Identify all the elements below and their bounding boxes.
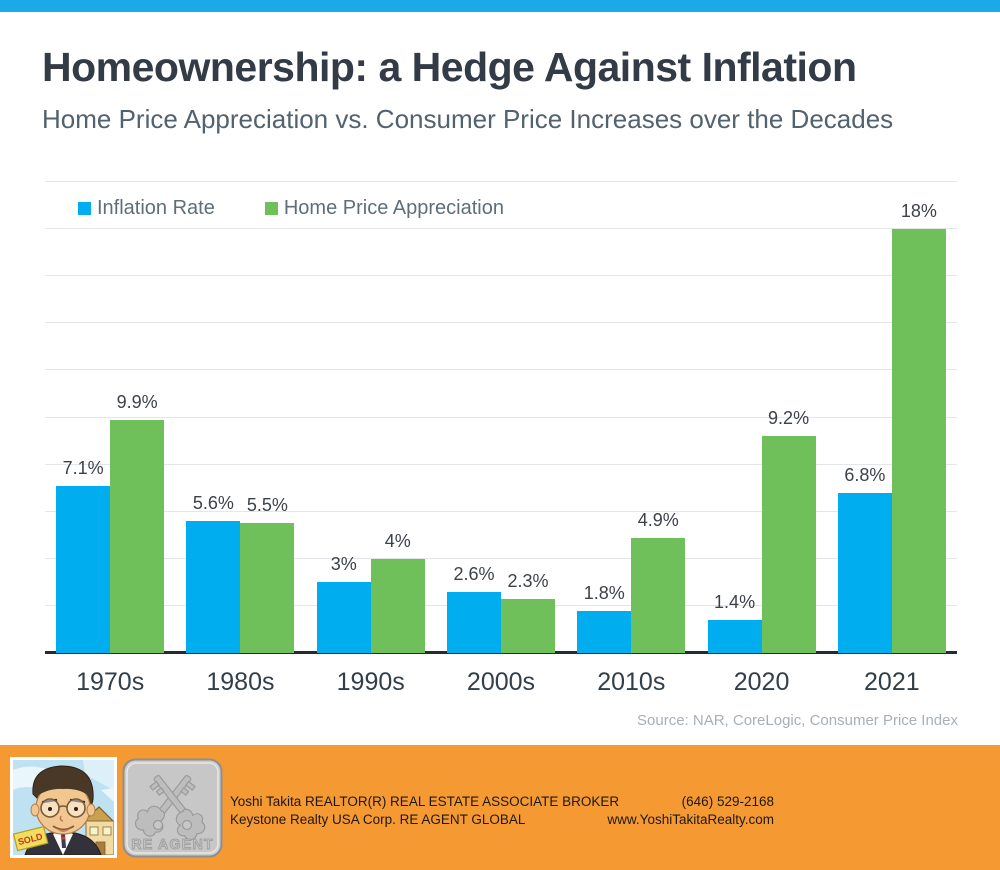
bar-inflation-rate-1970s	[56, 485, 111, 653]
x-axis-labels: 1970s 1980s 1990s 2000s 2010s 2020 2021	[45, 655, 957, 697]
legend-item-home-price-appreciation: Home Price Appreciation	[264, 197, 504, 220]
bar-value-label: 6.8%	[844, 464, 886, 485]
footer-line-2: Keystone Realty USA Corp. RE AGENT GLOBA…	[230, 811, 774, 829]
gridline	[45, 369, 957, 371]
bar-value-label: 4%	[384, 530, 411, 551]
bar-value-label: 3%	[330, 554, 357, 575]
gridline	[45, 275, 957, 277]
sold-sign-graphic: SOLD	[13, 825, 49, 852]
chart-source: Source: NAR, CoreLogic, Consumer Price I…	[637, 712, 958, 729]
footer-line-1: Yoshi Takita REALTOR(R) REAL ESTATE ASSO…	[230, 793, 774, 811]
x-axis-label-1980s: 1980s	[206, 668, 275, 696]
footer-banner: SOLD	[0, 745, 1000, 870]
gridline	[45, 510, 957, 512]
bar-value-label: 18%	[900, 201, 937, 222]
bar-value-label: 4.9%	[637, 509, 679, 530]
x-axis-label-2000s: 2000s	[466, 668, 536, 696]
agent-avatar: SOLD	[10, 757, 117, 858]
bar-home-price-appreciation-1970s	[110, 419, 165, 653]
bar-value-label: 2.3%	[507, 570, 549, 591]
footer-contact-block: Yoshi Takita REALTOR(R) REAL ESTATE ASSO…	[230, 793, 774, 829]
agent-website: www.YoshiTakitaRealty.com	[607, 812, 774, 827]
chart-plot: Inflation Rate Home Price Appreciation 7.…	[45, 181, 957, 654]
crossed-keys-icon: RE AGENT	[122, 758, 223, 858]
legend-swatch-icon	[264, 202, 278, 215]
x-axis-label-1970s: 1970s	[76, 668, 145, 696]
bar-home-price-appreciation-1990s	[370, 558, 425, 653]
legend-label: Home Price Appreciation	[283, 197, 504, 219]
legend: Inflation Rate Home Price Appreciation	[78, 197, 504, 220]
x-axis-label-1990s: 1990s	[336, 668, 405, 696]
bar-value-label: 5.5%	[246, 495, 288, 516]
legend-item-inflation-rate: Inflation Rate	[78, 197, 215, 220]
bar-inflation-rate-1990s	[316, 582, 371, 653]
gridline	[45, 463, 957, 465]
gridline	[45, 557, 957, 559]
bar-value-label: 9.2%	[768, 408, 810, 429]
x-axis-label-2021: 2021	[864, 668, 920, 696]
bar-inflation-rate-2000s	[447, 591, 501, 653]
house-graphic	[81, 806, 114, 855]
re-agent-logo: RE AGENT	[122, 758, 223, 858]
bar-inflation-rate-2010s	[577, 610, 632, 653]
bar-home-price-appreciation-2020	[761, 436, 816, 653]
bar-home-price-appreciation-2010s	[631, 537, 686, 653]
agent-caricature-image: SOLD	[13, 760, 114, 855]
bar-home-price-appreciation-2021	[891, 229, 946, 653]
agent-phone: (646) 529-2168	[681, 794, 774, 809]
bar-value-label: 1.8%	[583, 582, 625, 603]
bar-home-price-appreciation-2000s	[501, 598, 555, 653]
bar-value-label: 9.9%	[116, 391, 158, 412]
face-graphic	[30, 765, 96, 835]
agency-name: Keystone Realty USA Corp. RE AGENT GLOBA…	[230, 812, 526, 827]
x-axis-label-2020: 2020	[733, 668, 790, 696]
legend-label: Inflation Rate	[97, 197, 215, 219]
bar-value-label: 7.1%	[62, 457, 104, 478]
x-axis-label-2010s: 2010s	[597, 668, 666, 696]
bar-inflation-rate-2020	[707, 620, 762, 653]
bar-inflation-rate-1980s	[186, 521, 241, 653]
top-accent-bar	[0, 0, 1000, 12]
gridline	[45, 228, 957, 230]
bar-home-price-appreciation-1980s	[240, 523, 295, 653]
bar-value-label: 1.4%	[714, 592, 756, 613]
page-subtitle: Home Price Appreciation vs. Consumer Pri…	[42, 104, 894, 134]
gridline	[45, 322, 957, 324]
bar-inflation-rate-2021	[837, 492, 892, 653]
agent-name-title: Yoshi Takita REALTOR(R) REAL ESTATE ASSO…	[230, 794, 620, 809]
legend-swatch-icon	[78, 202, 91, 215]
gridline	[45, 416, 957, 418]
page-title: Homeownership: a Hedge Against Inflation	[42, 44, 857, 90]
gridline	[45, 181, 957, 182]
re-agent-logo-text: RE AGENT	[131, 837, 213, 853]
bar-value-label: 2.6%	[453, 563, 495, 584]
bar-value-label: 5.6%	[192, 493, 234, 514]
